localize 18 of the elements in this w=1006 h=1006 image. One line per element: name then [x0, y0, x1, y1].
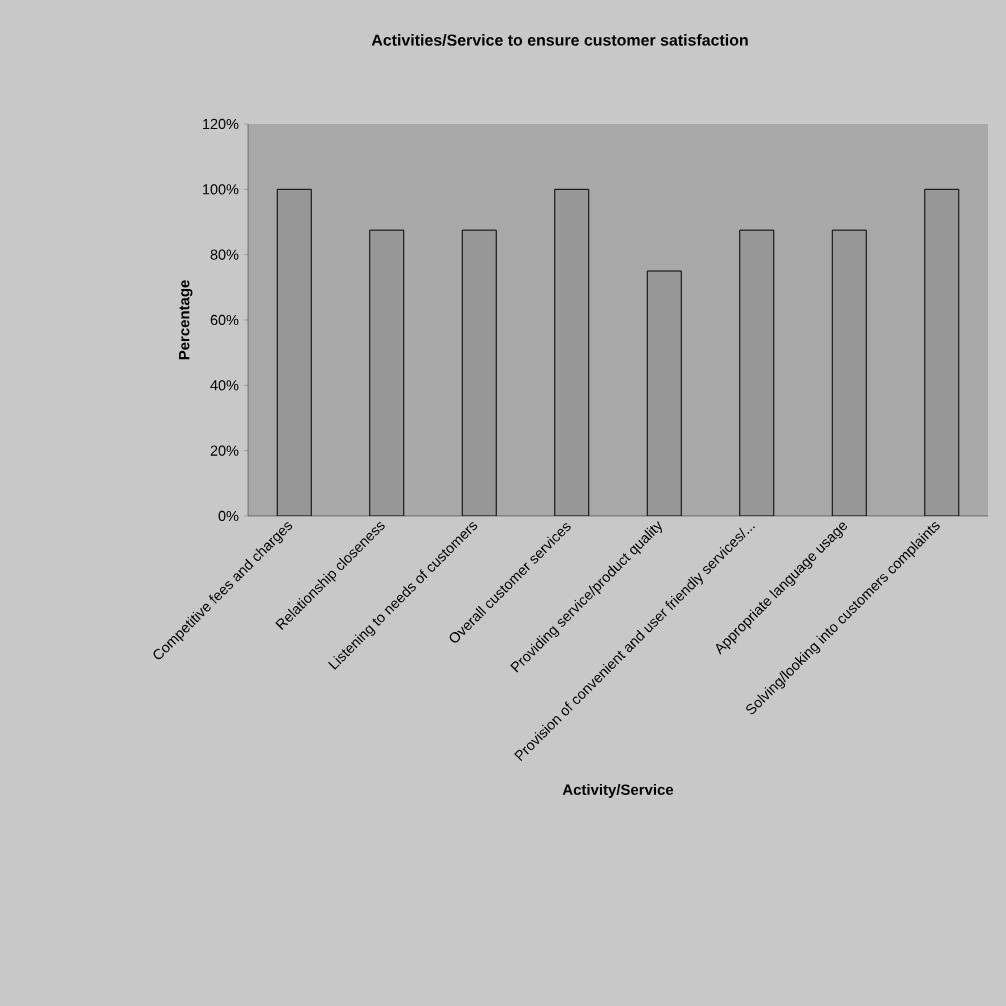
x-axis-title: Activity/Service: [562, 783, 674, 798]
bar: [924, 188, 960, 516]
y-tick-label: 100%: [203, 184, 239, 195]
y-tick-label: 80%: [210, 249, 239, 260]
bar: [461, 229, 497, 516]
bar: [276, 188, 312, 516]
y-tick-label: 20%: [210, 445, 239, 456]
bar: [739, 229, 775, 516]
y-tick-label: 60%: [210, 314, 239, 326]
bar: [554, 188, 590, 516]
y-tick-label: 40%: [210, 380, 239, 391]
y-axis-title: Percentage: [179, 280, 193, 360]
bar: [646, 270, 682, 516]
bar: [831, 229, 867, 516]
chart-title: Activities/Service to ensure customer satisfaction: [371, 34, 748, 46]
y-tick-label: 0%: [218, 510, 239, 522]
y-tick-label: 120%: [203, 118, 239, 130]
bar: [369, 229, 405, 516]
